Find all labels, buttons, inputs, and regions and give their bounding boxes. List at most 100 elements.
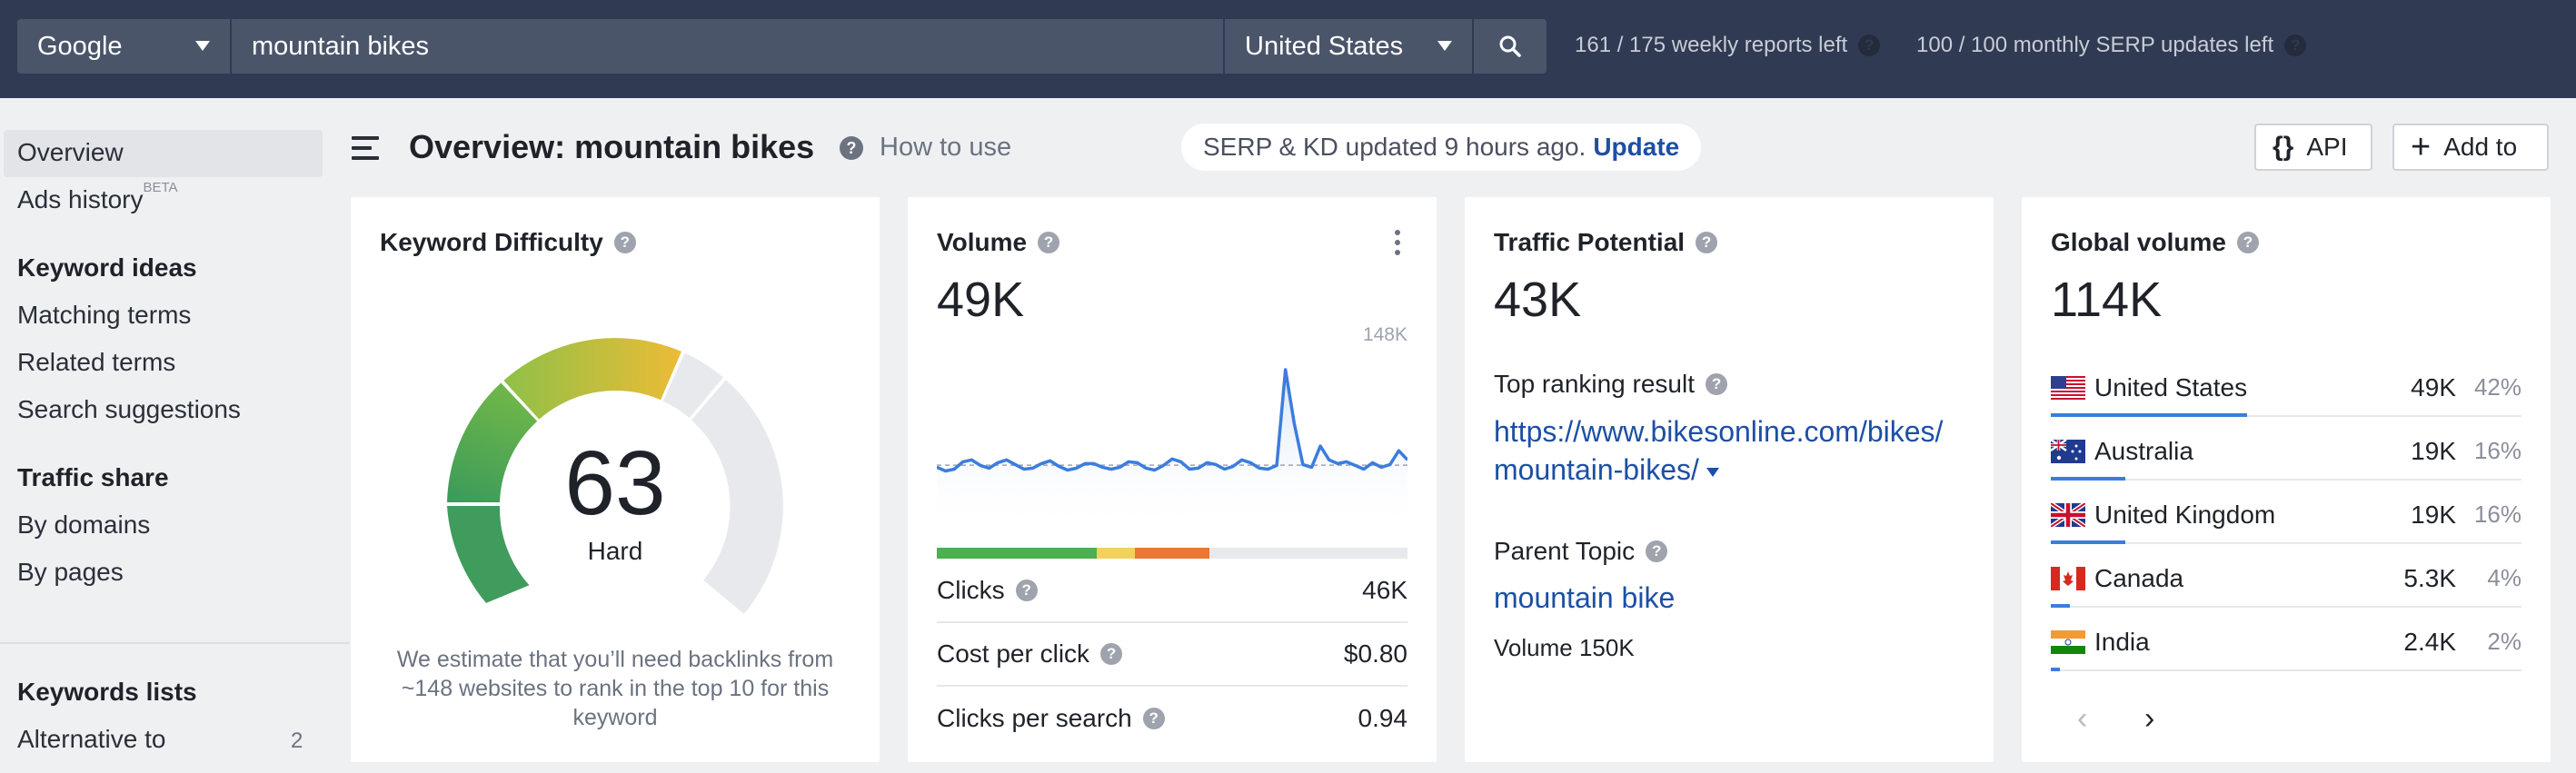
gauge-segment bbox=[662, 352, 723, 418]
country-select-value: United States bbox=[1245, 31, 1404, 61]
top-ranking-url[interactable]: https://www.bikesonline.com/bikes/ mount… bbox=[1494, 415, 1944, 486]
more-options-icon[interactable] bbox=[1395, 230, 1400, 260]
keyword-input[interactable]: mountain bikes bbox=[232, 19, 1223, 74]
sidebar: Overview Ads historyBETA Keyword ideas M… bbox=[0, 98, 350, 773]
parent-topic-volume: Volume 150K bbox=[1494, 634, 1635, 661]
volume-card: Volume? 49K 148K Clicks? 46K Cost per cl… bbox=[908, 197, 1437, 762]
help-icon[interactable]: ? bbox=[1706, 373, 1728, 395]
metric-row-clicks-per-search: Clicks per search? 0.94 bbox=[937, 704, 1408, 732]
add-to-button-label: Add to bbox=[2443, 133, 2518, 161]
country-volume: 19K bbox=[2411, 500, 2456, 529]
canada-flag-icon bbox=[2051, 567, 2085, 590]
country-name: Australia bbox=[2094, 437, 2193, 465]
serp-status-text: SERP & KD updated 9 hours ago. bbox=[1203, 133, 1586, 161]
country-row[interactable]: United States 49K 42% bbox=[2051, 353, 2521, 417]
help-icon[interactable]: ? bbox=[1142, 708, 1165, 729]
difficulty-description: We estimate that you’ll need backlinks f… bbox=[396, 647, 834, 730]
country-row[interactable]: United Kingdom 19K 16% bbox=[2051, 481, 2521, 544]
api-button[interactable]: {} API bbox=[2254, 124, 2372, 171]
card-title: Keyword Difficulty? bbox=[380, 228, 636, 257]
card-title: Volume? bbox=[937, 228, 1060, 257]
country-name: Canada bbox=[2094, 564, 2184, 592]
sidebar-divider bbox=[0, 642, 350, 644]
country-volume: 19K bbox=[2411, 437, 2456, 465]
uk-flag-icon bbox=[2051, 503, 2085, 527]
help-icon[interactable]: ? bbox=[1015, 580, 1038, 601]
country-volume: 5.3K bbox=[2403, 564, 2456, 592]
search-engine-select[interactable]: Google bbox=[17, 19, 230, 74]
plus-icon: + bbox=[2411, 127, 2432, 166]
monthly-serp-text: 100 / 100 monthly SERP updates left bbox=[1916, 33, 2274, 57]
volume-area bbox=[937, 370, 1407, 533]
gauge-segment bbox=[447, 382, 538, 502]
previous-page-icon[interactable]: ‹ bbox=[2077, 701, 2088, 736]
chevron-down-icon bbox=[195, 41, 210, 51]
sidebar-item-alternative-to[interactable]: Alternative to bbox=[17, 725, 166, 753]
card-title: Traffic Potential? bbox=[1494, 228, 1718, 257]
help-icon[interactable]: ? bbox=[1646, 540, 1668, 562]
volume-value: 49K bbox=[937, 273, 1025, 327]
beta-badge: BETA bbox=[143, 180, 178, 195]
help-icon[interactable]: ? bbox=[1858, 35, 1881, 56]
country-name: United Kingdom bbox=[2094, 500, 2276, 529]
help-icon: ? bbox=[840, 135, 863, 160]
next-page-icon[interactable]: › bbox=[2144, 701, 2155, 736]
monthly-serp-status: 100 / 100 monthly SERP updates left ? bbox=[1916, 33, 2307, 58]
country-row[interactable]: Australia 19K 16% bbox=[2051, 417, 2521, 481]
metric-row-cpc: Cost per click? $0.80 bbox=[937, 623, 1407, 687]
help-icon[interactable]: ? bbox=[2236, 232, 2259, 253]
how-to-use-label: How to use bbox=[880, 133, 1012, 162]
country-share-bar bbox=[2051, 668, 2061, 671]
serp-status-pill: SERP & KD updated 9 hours ago. Update bbox=[1181, 124, 1702, 171]
add-to-button[interactable]: + Add to bbox=[2392, 124, 2549, 171]
country-percent: 4% bbox=[2487, 564, 2521, 591]
parent-topic-link[interactable]: mountain bike bbox=[1494, 581, 1676, 614]
help-icon[interactable]: ? bbox=[2284, 35, 2307, 56]
update-link[interactable]: Update bbox=[1593, 133, 1680, 161]
weekly-reports-status: 161 / 175 weekly reports left ? bbox=[1575, 33, 1881, 58]
traffic-potential-card: Traffic Potential? 43K Top ranking resul… bbox=[1465, 197, 1994, 762]
sidebar-item-search-suggestions[interactable]: Search suggestions bbox=[17, 395, 241, 423]
sidebar-item-overview[interactable]: Overview bbox=[17, 138, 124, 166]
sidebar-item-matching-terms[interactable]: Matching terms bbox=[17, 301, 192, 329]
country-select[interactable]: United States bbox=[1225, 19, 1472, 74]
sidebar-heading-traffic-share: Traffic share bbox=[17, 463, 169, 491]
search-button[interactable] bbox=[1474, 19, 1547, 74]
metric-value: 0.94 bbox=[1358, 704, 1408, 732]
country-volume: 2.4K bbox=[2403, 628, 2456, 656]
sidebar-item-by-pages[interactable]: By pages bbox=[17, 558, 124, 586]
sidebar-item-by-domains[interactable]: By domains bbox=[17, 510, 151, 539]
metric-value: $0.80 bbox=[1343, 639, 1407, 668]
country-share-bar bbox=[2051, 604, 2070, 608]
gauge-segment bbox=[503, 338, 681, 420]
card-title: Global volume? bbox=[2051, 228, 2259, 257]
sidebar-item-related-terms[interactable]: Related terms bbox=[17, 348, 176, 376]
chevron-down-icon bbox=[1437, 41, 1452, 51]
how-to-use-link[interactable]: ? How to use bbox=[840, 133, 1011, 163]
gauge-segment bbox=[447, 506, 530, 603]
search-engine-value: Google bbox=[37, 31, 123, 61]
traffic-value: 43K bbox=[1494, 273, 1582, 327]
difficulty-label: Hard bbox=[587, 537, 643, 565]
country-share-bar bbox=[2051, 477, 2126, 481]
gauge-segment bbox=[691, 380, 783, 614]
country-percent: 16% bbox=[2473, 500, 2521, 528]
clicks-distribution-bar bbox=[937, 548, 1407, 559]
country-name: India bbox=[2094, 628, 2150, 656]
country-name: United States bbox=[2094, 373, 2248, 401]
chevron-down-icon[interactable] bbox=[1706, 467, 1719, 477]
metric-value: 46K bbox=[1362, 576, 1407, 604]
country-share-bar bbox=[2051, 413, 2247, 417]
sidebar-item-ads-history[interactable]: Ads historyBETA bbox=[17, 180, 178, 213]
menu-icon[interactable] bbox=[352, 136, 379, 166]
help-icon[interactable]: ? bbox=[1696, 232, 1718, 253]
parent-topic-label: Parent Topic? bbox=[1494, 537, 1668, 566]
help-icon[interactable]: ? bbox=[1100, 643, 1123, 665]
help-icon[interactable]: ? bbox=[613, 232, 636, 253]
help-icon[interactable]: ? bbox=[1038, 232, 1060, 253]
country-row[interactable]: India 2.4K 2% bbox=[2051, 608, 2521, 671]
search-icon bbox=[1499, 35, 1521, 57]
metric-row-clicks: Clicks? 46K bbox=[937, 560, 1407, 623]
country-row[interactable]: Canada 5.3K 4% bbox=[2051, 544, 2521, 608]
country-share-bar bbox=[2051, 540, 2126, 544]
